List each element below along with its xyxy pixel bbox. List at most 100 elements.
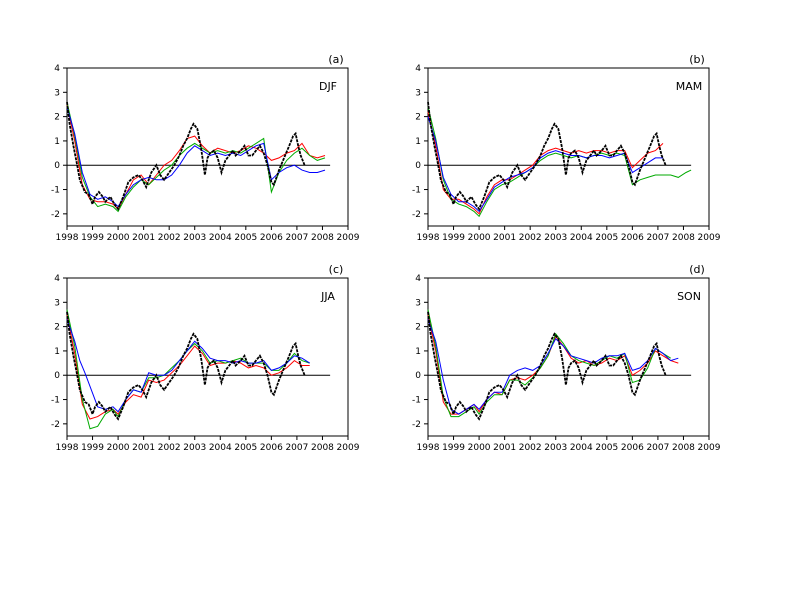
model-series-line-3 xyxy=(66,319,310,413)
y-tick-label: 2 xyxy=(54,113,60,123)
y-tick-label: 0 xyxy=(415,371,421,381)
observed-series-line xyxy=(427,101,667,211)
y-tick-label: 4 xyxy=(54,274,60,284)
panel-label: (d) xyxy=(689,263,705,276)
y-tick-label: -2 xyxy=(412,420,421,430)
x-tick-label: 1998 xyxy=(417,443,440,453)
y-tick-label: -1 xyxy=(51,186,60,196)
x-tick-label: 2000 xyxy=(107,233,130,243)
y-tick-label: 0 xyxy=(415,161,421,171)
y-tick-label: 4 xyxy=(415,274,421,284)
x-tick-label: 2001 xyxy=(493,233,516,243)
x-tick-label: 2008 xyxy=(311,443,334,453)
y-tick-label: 1 xyxy=(415,137,421,147)
x-tick-label: 2001 xyxy=(132,233,155,243)
y-tick-label: 2 xyxy=(415,113,421,123)
x-tick-label: 2003 xyxy=(544,443,567,453)
model-series-line-1 xyxy=(66,104,326,210)
model-series-line-3 xyxy=(427,116,663,213)
y-tick-label: 0 xyxy=(54,371,60,381)
x-tick-label: 2009 xyxy=(337,443,360,453)
y-tick-label: 3 xyxy=(415,298,421,308)
x-tick-label: 2001 xyxy=(493,443,516,453)
x-tick-label: 2009 xyxy=(337,233,360,243)
y-tick-label: 3 xyxy=(54,88,60,98)
x-tick-label: 2006 xyxy=(260,443,283,453)
x-tick-label: 2003 xyxy=(544,233,567,243)
x-tick-label: 1999 xyxy=(442,233,465,243)
x-tick-label: 1999 xyxy=(81,443,104,453)
x-tick-label: 1999 xyxy=(81,233,104,243)
x-tick-label: 2000 xyxy=(468,233,491,243)
y-tick-label: -1 xyxy=(412,396,421,406)
x-tick-label: 1999 xyxy=(442,443,465,453)
model-series-line-3 xyxy=(66,106,326,208)
x-tick-label: 2004 xyxy=(570,233,593,243)
x-tick-label: 2005 xyxy=(234,233,257,243)
x-tick-label: 2008 xyxy=(311,233,334,243)
x-tick-label: 2006 xyxy=(260,233,283,243)
x-tick-label: 2006 xyxy=(621,233,644,243)
x-tick-label: 2000 xyxy=(468,443,491,453)
y-tick-label: 1 xyxy=(54,137,60,147)
observed-series-line xyxy=(66,311,306,421)
x-tick-label: 2002 xyxy=(519,443,542,453)
x-tick-label: 2007 xyxy=(646,443,669,453)
plot-frame xyxy=(66,67,349,227)
y-tick-label: 3 xyxy=(415,88,421,98)
x-tick-label: 2004 xyxy=(209,443,232,453)
x-tick-label: 1998 xyxy=(56,443,79,453)
x-tick-label: 2005 xyxy=(234,443,257,453)
season-label: MAM xyxy=(676,80,703,93)
x-tick-label: 2005 xyxy=(595,233,618,243)
x-tick-label: 2002 xyxy=(519,233,542,243)
y-tick-label: -2 xyxy=(412,210,421,220)
model-series-line-2 xyxy=(427,106,692,218)
x-tick-label: 2007 xyxy=(285,233,308,243)
panel-label: (a) xyxy=(328,53,343,66)
season-label: JJA xyxy=(320,290,335,303)
panel-label: (b) xyxy=(689,53,705,66)
y-tick-label: 2 xyxy=(415,323,421,333)
x-tick-label: 1998 xyxy=(56,233,79,243)
season-label: DJF xyxy=(319,80,337,93)
y-tick-label: -2 xyxy=(51,210,60,220)
x-tick-label: 2002 xyxy=(158,233,181,243)
x-tick-label: 2001 xyxy=(132,443,155,453)
y-tick-label: 2 xyxy=(54,323,60,333)
y-tick-label: -1 xyxy=(51,396,60,406)
plot-frame xyxy=(427,67,710,227)
y-tick-label: -2 xyxy=(51,420,60,430)
y-tick-label: 0 xyxy=(54,161,60,171)
y-tick-label: -1 xyxy=(412,186,421,196)
panel-label: (c) xyxy=(329,263,344,276)
y-tick-label: 4 xyxy=(415,64,421,74)
x-tick-label: 2005 xyxy=(595,443,618,453)
model-series-line-1 xyxy=(66,314,310,420)
y-tick-label: 4 xyxy=(54,64,60,74)
model-series-line-2 xyxy=(66,101,326,213)
x-tick-label: 2009 xyxy=(698,443,721,453)
x-tick-label: 2002 xyxy=(158,443,181,453)
x-tick-label: 2008 xyxy=(672,233,695,243)
model-series-line-2 xyxy=(427,309,671,418)
x-tick-label: 2007 xyxy=(646,233,669,243)
x-tick-label: 2007 xyxy=(285,443,308,453)
x-tick-label: 2004 xyxy=(209,233,232,243)
model-series-line-1 xyxy=(427,314,679,415)
x-tick-label: 2006 xyxy=(621,443,644,453)
plot-frame xyxy=(427,277,710,437)
x-tick-label: 2009 xyxy=(698,233,721,243)
x-tick-label: 2008 xyxy=(672,443,695,453)
season-label: SON xyxy=(677,290,701,303)
plot-frame xyxy=(66,277,349,437)
model-series-line-2 xyxy=(66,309,310,430)
y-tick-label: 1 xyxy=(54,347,60,357)
x-tick-label: 1998 xyxy=(417,233,440,243)
y-tick-label: 1 xyxy=(415,347,421,357)
